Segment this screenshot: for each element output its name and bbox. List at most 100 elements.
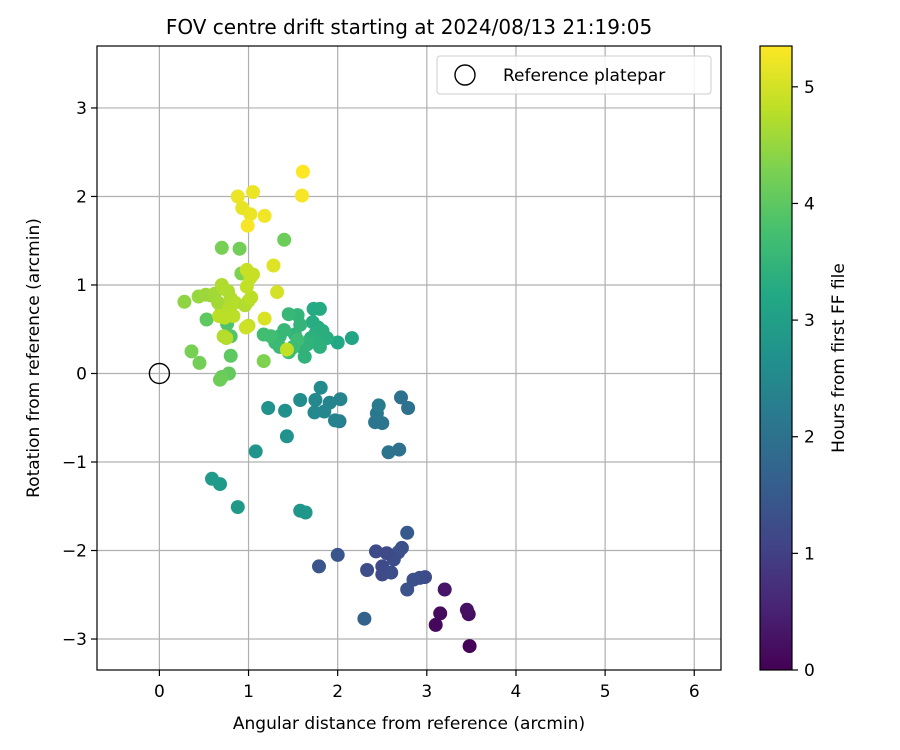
y-axis-ticks: −3 −2 −1 0 1 2 3: [62, 99, 97, 650]
data-point: [230, 500, 245, 515]
data-point: [293, 393, 308, 407]
y-tick-label: −1: [62, 453, 87, 473]
reference-marker: [148, 362, 171, 385]
colorbar-tick-label: 3: [804, 311, 815, 331]
data-point: [298, 505, 313, 520]
data-point: [240, 218, 255, 233]
data-point: [459, 602, 474, 617]
x-tick-label: 4: [511, 682, 522, 702]
data-point: [308, 393, 323, 407]
data-point: [243, 207, 258, 222]
data-point: [330, 335, 345, 350]
colorbar-gradient: [760, 46, 792, 670]
data-point: [239, 262, 254, 277]
y-axis-label: Rotation from reference (arcmin): [24, 218, 44, 498]
data-point: [394, 390, 408, 405]
data-point: [214, 240, 229, 255]
data-point: [313, 380, 328, 395]
data-point: [312, 559, 326, 574]
data-point: [330, 547, 345, 562]
data-point: [213, 477, 227, 492]
legend-box: [436, 55, 712, 95]
legend: Reference platepar: [436, 55, 712, 95]
data-points: [177, 164, 477, 654]
data-point: [261, 401, 276, 415]
data-point: [270, 285, 285, 300]
data-point: [400, 525, 415, 540]
data-point: [333, 392, 348, 407]
data-point: [295, 188, 309, 203]
y-tick-label: −2: [62, 542, 87, 562]
x-tick-label: 2: [332, 682, 343, 702]
data-point: [244, 290, 259, 305]
chart-title: FOV centre drift starting at 2024/08/13 …: [166, 15, 652, 39]
data-point: [213, 372, 227, 387]
x-tick-label: 0: [154, 682, 165, 702]
data-point: [428, 617, 443, 632]
y-tick-label: 3: [76, 99, 87, 119]
colorbar-frame: [759, 45, 793, 671]
data-point: [379, 546, 394, 561]
y-tick-label: −3: [62, 630, 87, 650]
data-point: [281, 307, 296, 322]
colorbar-label: Hours from first FF file: [829, 263, 849, 453]
data-point: [295, 164, 310, 179]
data-point: [223, 348, 238, 363]
data-point: [392, 442, 407, 457]
colorbar-tick-label: 0: [804, 661, 815, 681]
colorbar-tick-label: 2: [804, 428, 815, 448]
x-tick-label: 5: [600, 682, 611, 702]
data-point: [306, 301, 321, 316]
x-tick-label: 6: [689, 682, 700, 702]
data-point: [433, 606, 448, 621]
data-point: [290, 332, 305, 347]
data-point: [279, 429, 294, 444]
data-point: [384, 565, 399, 580]
data-point: [462, 639, 477, 654]
colorbar-ticks: 0 1 2 3 4 5: [792, 78, 815, 681]
data-point: [212, 309, 227, 323]
data-point: [344, 331, 359, 346]
data-point: [278, 403, 293, 418]
reference-platepar-point: [148, 362, 171, 385]
x-axis-ticks: 0 1 2 3 4 5 6: [154, 670, 700, 702]
data-point: [277, 232, 292, 247]
data-point: [401, 401, 416, 415]
colorbar-tick-label: 5: [804, 78, 815, 98]
data-point: [256, 354, 271, 369]
data-point: [279, 342, 294, 357]
data-point: [184, 344, 199, 359]
y-tick-label: 2: [76, 187, 87, 207]
data-point: [230, 189, 245, 204]
data-point: [199, 312, 214, 327]
data-point: [328, 413, 342, 428]
x-axis-label: Angular distance from reference (arcmin): [233, 714, 585, 734]
x-tick-label: 3: [421, 682, 432, 702]
colorbar-tick-label: 1: [804, 544, 815, 564]
colorbar: 0 1 2 3 4 5 Hours from first FF file: [759, 45, 849, 681]
data-point: [219, 331, 234, 346]
data-point: [257, 311, 272, 326]
data-point: [257, 208, 272, 223]
data-point: [266, 258, 281, 273]
data-point: [307, 405, 322, 420]
data-point: [360, 563, 375, 577]
data-point: [192, 355, 207, 370]
legend-open-circle-icon: [454, 64, 476, 86]
data-point: [246, 185, 260, 199]
data-point: [248, 444, 263, 459]
x-tick-label: 1: [243, 682, 254, 702]
data-point: [312, 339, 327, 354]
colorbar-tick-label: 4: [804, 194, 815, 214]
data-point: [371, 398, 386, 413]
data-point: [256, 327, 271, 342]
data-point: [381, 445, 396, 460]
data-point: [357, 611, 372, 626]
y-tick-label: 0: [76, 364, 87, 384]
data-point: [400, 582, 415, 597]
gridlines: [97, 46, 721, 670]
data-point: [232, 241, 247, 256]
data-point: [369, 544, 383, 559]
legend-entry-label: Reference platepar: [503, 66, 665, 86]
